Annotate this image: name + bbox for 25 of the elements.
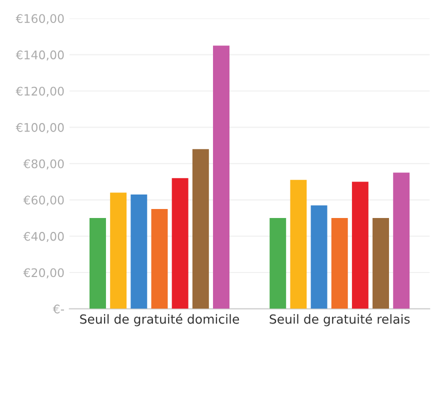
bar <box>110 192 127 309</box>
y-tick-label: €80,00 <box>23 159 64 170</box>
x-tick-label: Seuil de gratuité domicile <box>80 314 240 326</box>
y-tick-label: €120,00 <box>16 86 64 97</box>
y-tick-label: €100,00 <box>16 123 64 134</box>
y-tick-label: €140,00 <box>16 50 64 61</box>
bar <box>331 218 348 309</box>
bar <box>130 194 148 309</box>
bar <box>151 208 168 309</box>
bar <box>172 178 188 309</box>
bar <box>372 218 390 309</box>
bar <box>393 172 410 309</box>
x-tick-label: Seuil de gratuité relais <box>270 314 410 326</box>
y-tick-label: €40,00 <box>23 232 64 242</box>
bar <box>192 149 209 309</box>
bar <box>310 205 328 309</box>
y-tick-label: €60,00 <box>23 196 64 206</box>
bar <box>352 182 368 309</box>
bar <box>290 180 307 309</box>
bar <box>213 46 230 309</box>
bar <box>270 218 286 309</box>
y-tick-label: €20,00 <box>23 268 64 278</box>
y-tick-label: €160,00 <box>16 14 64 24</box>
bar <box>90 218 106 309</box>
y-tick-label: €- <box>52 304 64 314</box>
